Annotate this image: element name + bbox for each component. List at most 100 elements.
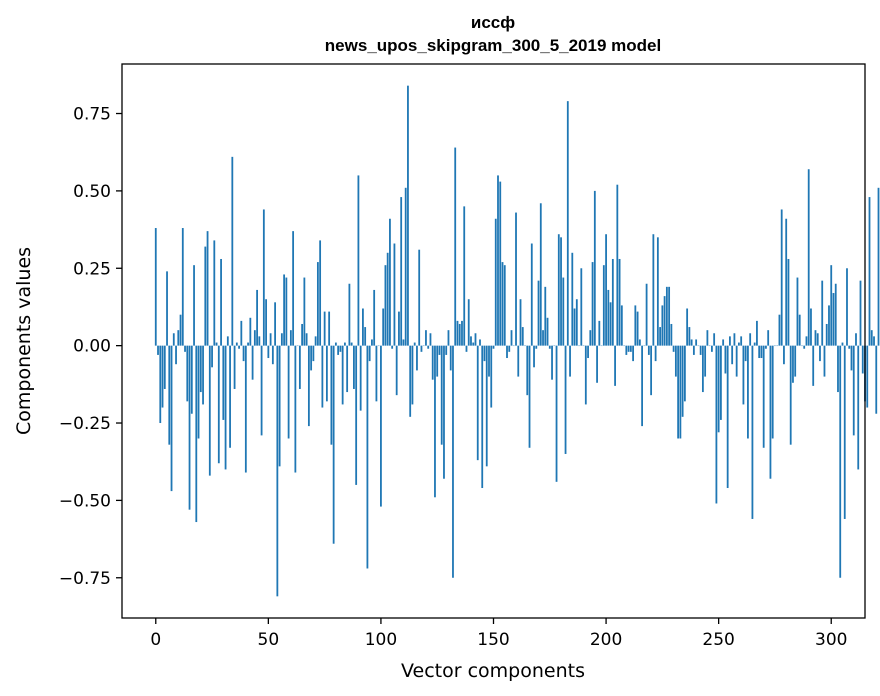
bar bbox=[371, 339, 373, 346]
bar bbox=[868, 197, 871, 346]
bar bbox=[765, 345, 767, 349]
bar bbox=[339, 345, 342, 352]
bar bbox=[751, 345, 754, 519]
bar bbox=[866, 345, 869, 408]
bar bbox=[166, 271, 168, 346]
bar bbox=[834, 283, 837, 346]
bar bbox=[285, 277, 288, 346]
bar bbox=[276, 345, 279, 597]
bar bbox=[467, 299, 470, 346]
bar bbox=[762, 345, 765, 448]
bar bbox=[357, 175, 360, 346]
bar bbox=[476, 345, 479, 461]
bar bbox=[839, 345, 842, 578]
bar bbox=[807, 169, 810, 346]
bar bbox=[557, 234, 560, 346]
bar bbox=[479, 339, 481, 346]
bar bbox=[253, 330, 256, 346]
bar bbox=[425, 330, 427, 346]
x-axis-ticks: 0 50 100 150 200 250 300 bbox=[150, 618, 847, 650]
bar bbox=[222, 345, 225, 420]
bar bbox=[706, 330, 709, 346]
bar bbox=[458, 323, 461, 346]
bar bbox=[168, 345, 171, 445]
bar bbox=[636, 311, 639, 346]
bar bbox=[659, 327, 662, 346]
bar bbox=[389, 218, 391, 346]
bar bbox=[877, 187, 880, 346]
bar bbox=[717, 345, 720, 433]
bar bbox=[690, 339, 693, 346]
bar bbox=[438, 345, 441, 355]
bar bbox=[350, 342, 353, 346]
bar bbox=[229, 345, 231, 448]
bar bbox=[825, 323, 828, 346]
bar bbox=[539, 203, 542, 346]
bar bbox=[778, 314, 781, 346]
bar bbox=[792, 345, 794, 383]
bar bbox=[771, 345, 774, 439]
bar bbox=[605, 234, 607, 346]
bar bbox=[177, 330, 180, 346]
bar bbox=[413, 342, 416, 346]
bar bbox=[217, 345, 220, 464]
bar bbox=[544, 286, 547, 346]
bar bbox=[244, 345, 247, 473]
bar bbox=[841, 342, 844, 346]
bar bbox=[402, 339, 405, 346]
bar bbox=[278, 345, 281, 467]
bar bbox=[503, 265, 506, 346]
bar bbox=[226, 336, 229, 346]
bar bbox=[321, 345, 324, 408]
bar bbox=[812, 345, 815, 386]
bar bbox=[341, 345, 344, 405]
bar bbox=[307, 345, 310, 427]
bar bbox=[492, 345, 495, 349]
bar bbox=[305, 333, 308, 346]
bar bbox=[744, 345, 747, 362]
bar bbox=[683, 345, 686, 402]
bar bbox=[436, 345, 439, 377]
bar bbox=[681, 345, 684, 417]
bar bbox=[314, 336, 317, 346]
bar bbox=[274, 302, 276, 346]
bar bbox=[440, 345, 443, 445]
bar bbox=[267, 345, 270, 359]
bar bbox=[591, 262, 594, 346]
bar bbox=[235, 342, 238, 346]
bar bbox=[602, 265, 605, 346]
bar bbox=[861, 345, 864, 374]
bar bbox=[837, 345, 839, 393]
bar bbox=[407, 85, 409, 346]
bar bbox=[485, 345, 488, 467]
bar bbox=[447, 330, 450, 346]
bar bbox=[789, 345, 792, 445]
bar bbox=[760, 345, 763, 359]
bar bbox=[701, 345, 704, 393]
bar bbox=[598, 320, 601, 346]
bar bbox=[819, 345, 821, 362]
bar bbox=[722, 339, 725, 346]
bar bbox=[625, 345, 628, 355]
bar bbox=[238, 345, 240, 349]
bar bbox=[325, 345, 328, 402]
bar bbox=[726, 345, 729, 489]
bar bbox=[497, 175, 499, 346]
bar bbox=[821, 280, 824, 346]
bar bbox=[618, 258, 621, 346]
bar bbox=[375, 345, 378, 402]
bar bbox=[494, 218, 497, 346]
bar bbox=[204, 246, 207, 346]
bar bbox=[490, 345, 493, 408]
bar bbox=[454, 147, 457, 346]
chart-title-line2: news_upos_skipgram_300_5_2019 model bbox=[325, 36, 661, 55]
bar bbox=[190, 345, 193, 414]
bar bbox=[411, 345, 414, 405]
bar bbox=[292, 231, 295, 346]
bar bbox=[271, 345, 274, 365]
bar bbox=[470, 336, 472, 346]
bar bbox=[843, 345, 846, 519]
x-tick-label: 150 bbox=[477, 630, 509, 650]
bar bbox=[629, 345, 632, 352]
bar bbox=[566, 101, 569, 346]
